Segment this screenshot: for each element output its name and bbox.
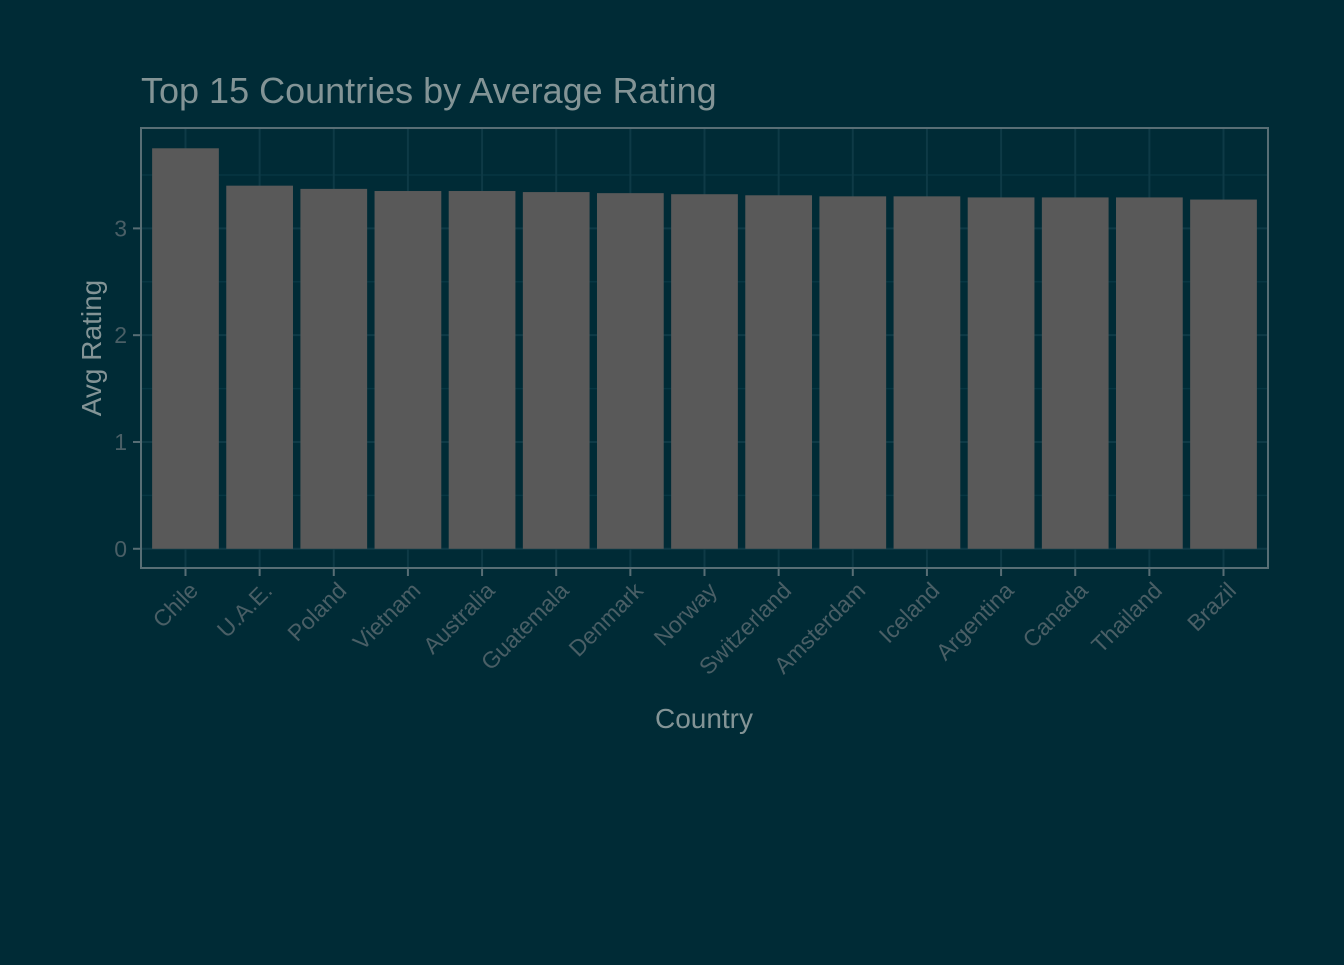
x-tick-label: Iceland [874,577,945,648]
x-tick-label: U.A.E. [212,577,277,642]
x-tick-label: Brazil [1182,577,1241,636]
y-axis-title: Avg Rating [76,280,107,416]
x-tick-label: Poland [282,577,351,646]
x-tick-label: Chile [148,577,203,632]
bar-guatemala [522,192,590,549]
bar-brazil [1190,199,1257,549]
bar-vietnam [374,191,442,549]
x-tick-label: Canada [1017,577,1093,653]
bar-amsterdam [819,196,887,549]
bar-norway [671,194,738,549]
bar-chile [152,148,219,549]
bar-thailand [1116,197,1183,549]
bar-australia [448,191,516,549]
y-tick-label: 2 [114,322,127,348]
bar-canada [1041,197,1109,549]
bar-denmark [596,193,664,549]
x-tick-label: Argentina [931,577,1019,665]
bar-argentina [967,197,1035,549]
x-tick-label: Denmark [564,577,649,662]
y-tick-label: 1 [114,429,127,455]
x-tick-label: Norway [649,577,723,651]
x-tick-label: Vietnam [348,577,426,655]
bar-u-a-e [226,185,293,549]
y-tick-label: 3 [114,215,127,241]
bars [152,148,1257,549]
bar-iceland [893,196,961,549]
y-tick-label: 0 [114,536,127,562]
y-axis-ticks: 0 1 2 3 [114,215,141,562]
bar-switzerland [745,195,813,549]
bar-poland [300,188,368,549]
chart-title: Top 15 Countries by Average Rating [141,70,717,111]
x-axis-title: Country [655,703,753,734]
x-axis-ticks: Chile U.A.E. PolandVietnamAustraliaGuatema… [148,568,1241,680]
x-tick-label: Thailand [1086,577,1167,658]
